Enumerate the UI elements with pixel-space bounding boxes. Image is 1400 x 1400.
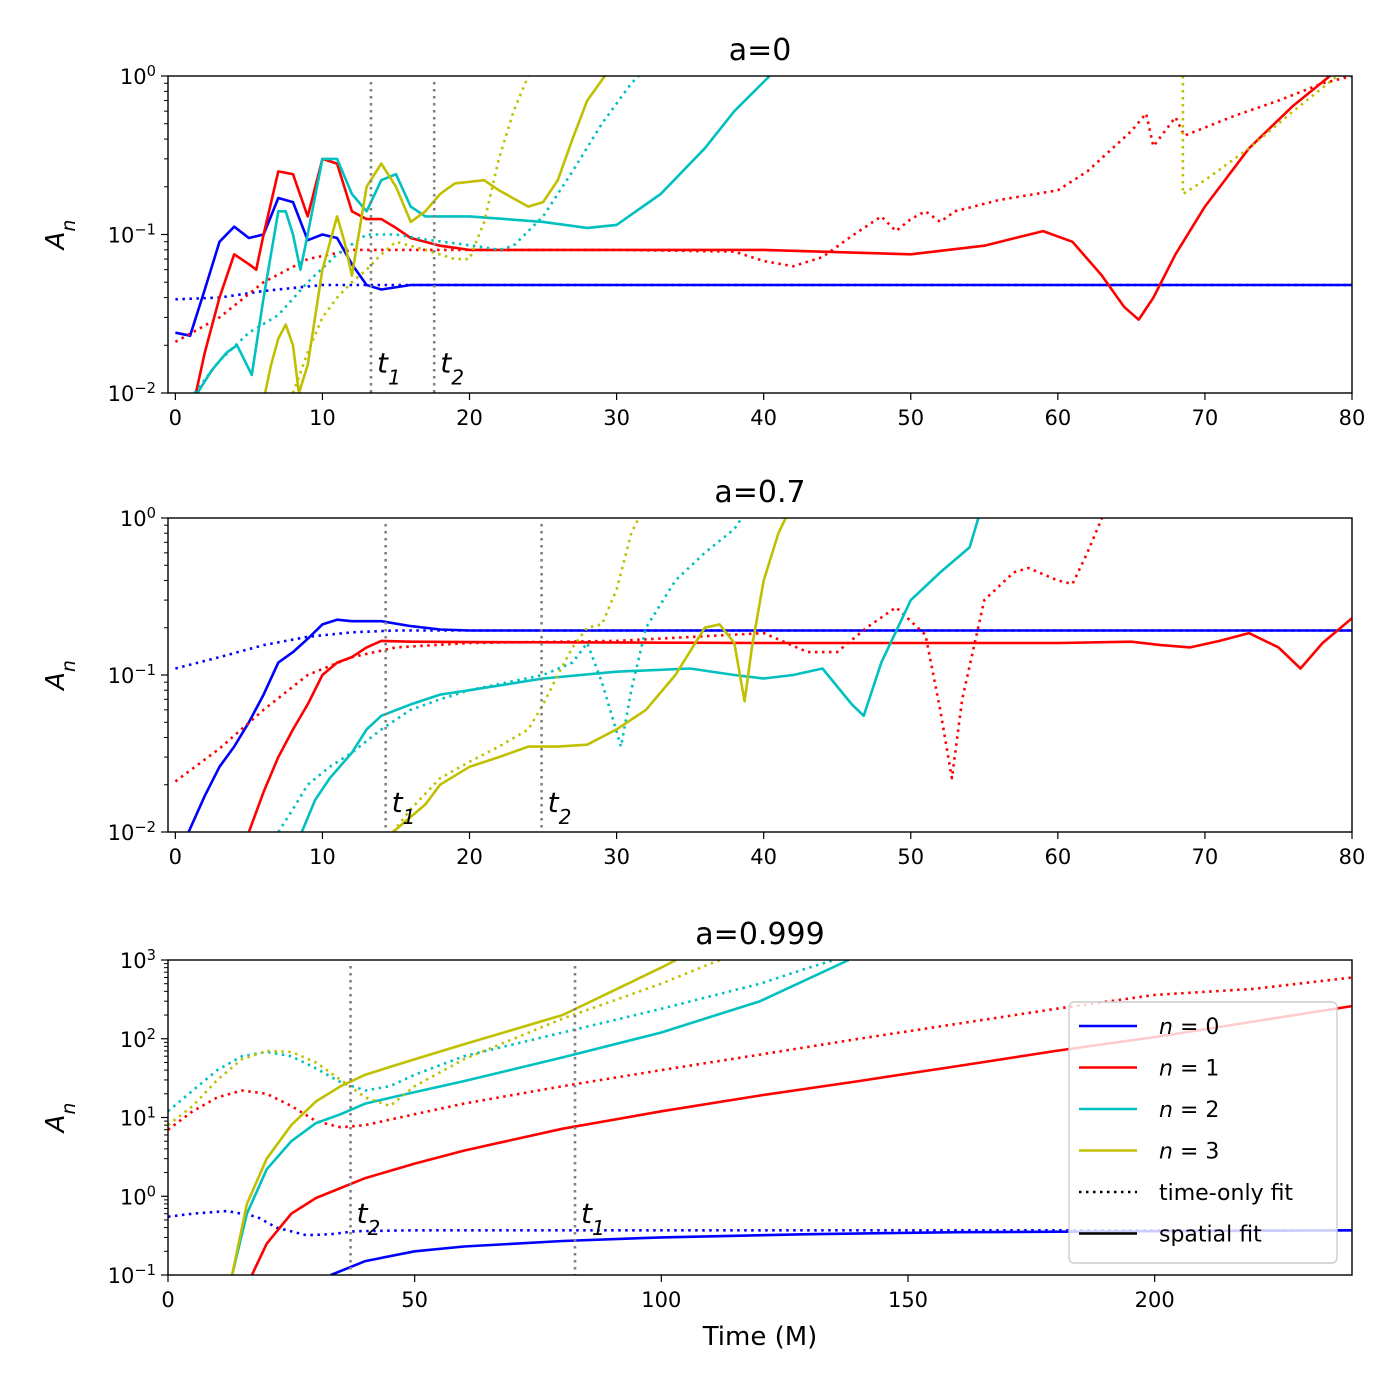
series-line-n0-solid [175,196,1352,337]
series-line-n3-solid [230,960,677,1275]
series-line-n0-dotted [175,283,1352,301]
chart-title: a=0.7 [714,475,805,510]
x-tick-label: 70 [1192,406,1219,430]
legend-entry-label: n = 3 [1159,1140,1219,1165]
x-tick-label: 80 [1339,845,1366,869]
x-tick-label: 100 [641,1288,681,1312]
y-tick-label: 10−2 [108,819,156,846]
y-tick-label: 102 [120,1025,156,1052]
series-line-n2-dotted [193,76,640,393]
series-group [174,518,1352,832]
y-axis-label: An [41,1103,80,1135]
marker-label-t1: t1 [392,786,416,829]
series-line-n2-solid [230,960,850,1275]
x-tick-label: 0 [169,845,182,869]
marker-label-t2: t2 [440,347,464,390]
x-tick-label: 0 [169,406,182,430]
axes-frame [167,75,1353,394]
series-line-n3-dotted [391,518,640,832]
x-tick-label: 60 [1044,406,1071,430]
x-tick-label: 60 [1044,845,1071,869]
x-tick-label: 80 [1339,406,1366,430]
legend-entry-label: n = 0 [1159,1015,1219,1040]
x-tick-label: 30 [603,845,630,869]
chart-title: a=0 [729,33,792,68]
y-tick-label: 100 [120,63,156,90]
marker-label-t2: t2 [548,786,572,829]
y-tick-label: 10−1 [108,1262,156,1289]
x-tick-label: 200 [1135,1288,1175,1312]
series-group [174,76,1352,393]
series-line-n2-dotted [168,960,835,1113]
x-tick-label: 70 [1192,845,1219,869]
axes-frame [167,517,1353,833]
y-tick-label: 10−2 [108,380,156,407]
series-line-n0-solid [330,1229,1352,1275]
chart-panel-1: t1 t2 0 10 20 30 40 50 60 70 80 10−2 10−1 100 a=0 An [41,33,1365,430]
x-tick-label: 150 [888,1288,928,1312]
x-tick-label: 50 [897,845,924,869]
x-tick-label: 10 [309,406,336,430]
series-line-n3-dotted [1181,76,1339,196]
series-line-n3-solid [263,76,606,393]
series-line-n1-solid [247,617,1352,832]
series-line-n3-dotted [291,76,530,393]
series-line-n0-solid [187,618,1352,832]
x-tick-label: 50 [897,406,924,430]
series-line-n2-solid [196,76,771,393]
y-tick-label: 10−1 [108,662,156,689]
series-line-n2-dotted [277,518,743,832]
marker-label-t1: t1 [377,347,401,390]
series-line-n1-dotted [174,76,1352,344]
chart-panel-3: t2 t1 0 50 100 150 200 10−1 100 101 102 103 a=0.999 A… [41,917,1353,1352]
series-line-n3-dotted [168,960,721,1127]
x-tick-label: 50 [401,1288,428,1312]
series-line-n1-dotted [174,518,1104,783]
chart-title: a=0.999 [695,917,824,952]
x-tick-label: 40 [750,406,777,430]
legend: n = 0 n = 1 n = 2 n = 3 time-only fit spatial… [1068,1001,1338,1264]
y-tick-label: 100 [120,505,156,532]
x-axis-label: Time (M) [702,1322,818,1352]
legend-entry-label: n = 1 [1159,1057,1219,1082]
series-line-n3-solid [392,518,787,832]
series-line-n1-solid [194,76,1331,393]
series-line-n0-dotted [175,629,1352,670]
y-tick-label: 103 [120,947,156,974]
x-tick-label: 10 [309,845,336,869]
series-line-n2-solid [300,518,980,832]
legend-entry-label: spatial fit [1159,1223,1262,1248]
marker-label-t2: t2 [357,1197,381,1240]
y-tick-label: 101 [120,1104,156,1131]
y-tick-label: 10−1 [108,221,156,248]
marker-label-t1: t1 [581,1197,605,1240]
x-tick-label: 40 [750,845,777,869]
chart-panel-2: t1 t2 0 10 20 30 40 50 60 70 80 10−2 10−1 100 a=0.7 An [41,475,1365,869]
legend-entry-label: n = 2 [1159,1098,1219,1123]
y-axis-label: An [41,220,80,252]
x-tick-label: 20 [456,845,483,869]
y-tick-label: 100 [120,1183,156,1210]
x-tick-label: 0 [161,1288,174,1312]
x-tick-label: 30 [603,406,630,430]
legend-entry-label: time-only fit [1159,1181,1293,1206]
x-tick-label: 20 [456,406,483,430]
y-axis-label: An [41,660,80,692]
